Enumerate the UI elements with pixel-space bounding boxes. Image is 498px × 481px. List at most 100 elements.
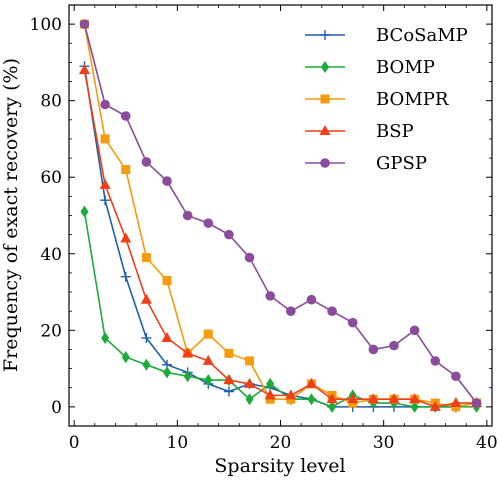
data-point: [141, 157, 152, 167]
series-bompr: [79, 19, 482, 412]
legend-label: BOMPR: [376, 89, 449, 110]
data-point: [429, 400, 441, 411]
data-point: [224, 348, 234, 358]
legend-label: BCoSaMP: [376, 25, 468, 46]
data-point: [99, 178, 111, 189]
data-point: [265, 291, 275, 301]
data-point: [100, 134, 110, 144]
data-point: [307, 393, 316, 406]
axis-ticks: [69, 5, 492, 426]
legend-item: BOMP: [305, 57, 435, 78]
data-point: [224, 229, 234, 240]
data-point: [223, 374, 235, 385]
legend-label: GPSP: [376, 153, 427, 174]
data-point: [264, 389, 276, 400]
y-tick-label: 100: [30, 15, 62, 35]
data-point: [203, 218, 214, 228]
data-point: [306, 294, 317, 305]
data-point: [223, 386, 234, 397]
series-bcosamp: [79, 61, 482, 412]
data-point: [305, 377, 317, 388]
legend-item: BSP: [305, 121, 414, 142]
data-point: [389, 340, 399, 351]
data-point: [182, 347, 194, 358]
data-point: [409, 393, 421, 404]
data-point: [285, 389, 297, 400]
data-point: [266, 377, 275, 390]
data-point: [450, 397, 462, 408]
data-point: [140, 293, 152, 304]
y-tick-label: 40: [40, 245, 62, 265]
y-axis-label: Frequency of exact recovery (%): [0, 58, 22, 372]
data-point: [79, 19, 90, 29]
data-point: [286, 306, 296, 316]
data-point: [142, 358, 151, 371]
x-tick-label: 30: [373, 433, 395, 453]
data-point: [80, 205, 89, 218]
y-tick-label: 20: [40, 321, 62, 341]
data-point: [141, 332, 152, 343]
data-point: [101, 331, 110, 344]
data-point: [163, 366, 172, 379]
series-line: [83, 23, 477, 408]
data-point: [367, 393, 379, 404]
legend-item: GPSP: [305, 153, 427, 174]
data-point: [182, 210, 193, 221]
data-point: [120, 271, 131, 282]
data-point: [471, 398, 482, 408]
data-point: [451, 371, 461, 382]
data-point: [78, 64, 90, 75]
legend-label: BSP: [376, 121, 414, 142]
series-line: [83, 66, 477, 408]
data-point: [244, 252, 255, 263]
legend-marker: [320, 158, 330, 168]
legend-marker: [321, 61, 329, 73]
data-point: [202, 354, 214, 365]
data-point: [347, 317, 358, 328]
legend-item: BCoSaMP: [305, 25, 468, 46]
data-point: [245, 393, 254, 406]
x-tick-label: 20: [270, 433, 292, 453]
data-point: [204, 374, 213, 387]
series-bsp: [78, 64, 483, 411]
series-gpsp: [79, 19, 482, 408]
y-tick-label: 0: [51, 398, 62, 418]
data-point: [161, 331, 173, 342]
data-point: [388, 393, 400, 404]
y-tick-label: 80: [40, 92, 62, 112]
data-point: [328, 400, 337, 413]
legend-item: BOMPR: [305, 89, 449, 110]
legend: BCoSaMP BOMP BOMPR BSP GPSP: [305, 25, 468, 174]
x-tick-label: 0: [69, 433, 80, 453]
y-tick-label: 60: [40, 168, 62, 188]
data-point: [183, 370, 192, 383]
data-point: [244, 377, 256, 388]
data-point: [410, 400, 419, 413]
data-point: [120, 111, 131, 121]
legend-marker: [320, 94, 330, 104]
data-point: [430, 356, 441, 366]
data-point: [100, 195, 111, 206]
data-point: [409, 325, 420, 336]
data-point: [203, 329, 213, 339]
data-point: [162, 276, 172, 286]
legend-marker: [319, 125, 331, 135]
data-point: [327, 306, 337, 316]
axis-tick-labels: 0 10 20 30 40 0 20 40 60 80 100: [30, 15, 498, 453]
x-axis-label: Sparsity level: [214, 455, 345, 477]
x-tick-label: 40: [476, 433, 498, 453]
data-point: [100, 99, 110, 110]
series-layer: [78, 19, 483, 413]
data-point: [121, 351, 130, 364]
data-point: [121, 165, 131, 175]
legend-label: BOMP: [376, 57, 435, 78]
x-tick-label: 10: [167, 433, 189, 453]
data-point: [245, 356, 255, 366]
series-line: [83, 69, 477, 408]
series-bomp: [80, 205, 481, 413]
data-point: [326, 393, 338, 404]
series-line: [83, 23, 478, 404]
data-point: [347, 393, 359, 404]
data-point: [162, 176, 172, 186]
